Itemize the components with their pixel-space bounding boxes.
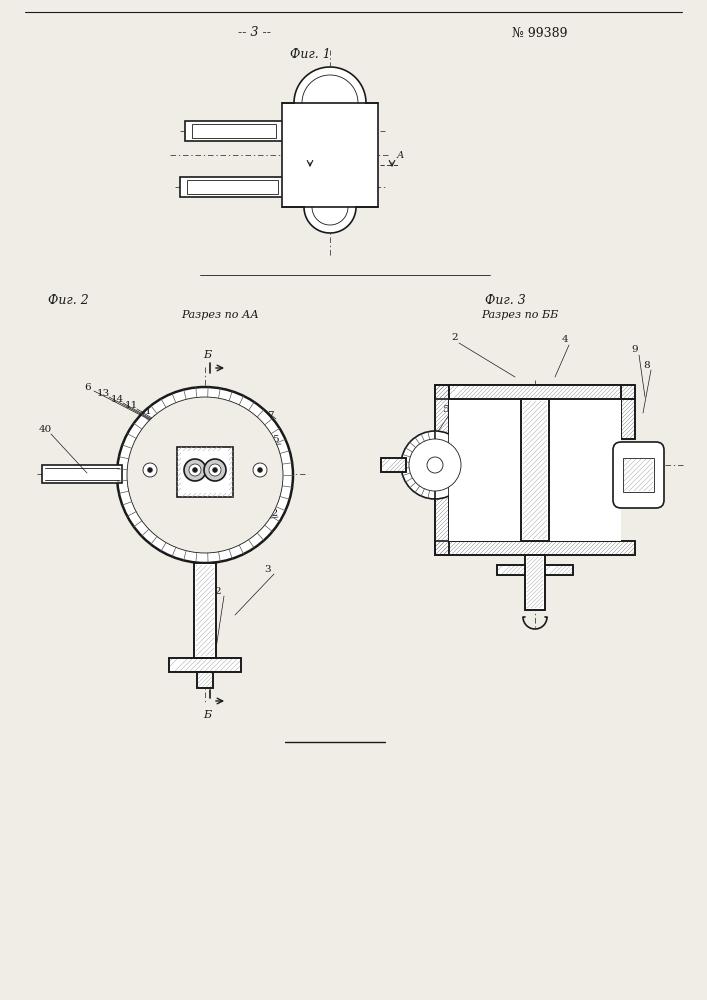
Text: Разрез по ББ: Разрез по ББ — [481, 310, 559, 320]
Bar — [197, 672, 213, 688]
Text: 2: 2 — [452, 334, 458, 342]
Circle shape — [143, 463, 157, 477]
Circle shape — [209, 464, 221, 476]
Polygon shape — [304, 207, 356, 233]
Bar — [449, 399, 621, 541]
Circle shape — [184, 459, 206, 481]
Text: Б: Б — [203, 710, 211, 720]
Bar — [545, 565, 573, 575]
Text: 40: 40 — [38, 426, 52, 434]
Bar — [621, 399, 635, 439]
FancyBboxPatch shape — [613, 442, 664, 508]
Text: № 99389: № 99389 — [513, 26, 568, 39]
Bar — [169, 658, 241, 672]
Circle shape — [127, 397, 283, 553]
Circle shape — [189, 464, 201, 476]
Bar — [545, 565, 573, 575]
Text: 11: 11 — [124, 400, 138, 410]
Circle shape — [409, 439, 461, 491]
Bar — [497, 565, 525, 575]
Circle shape — [253, 463, 267, 477]
Bar — [194, 563, 216, 658]
Text: Разрез по АА: Разрез по АА — [181, 310, 259, 320]
Circle shape — [192, 468, 197, 473]
Circle shape — [204, 459, 226, 481]
Text: 8: 8 — [643, 360, 650, 369]
Bar — [192, 124, 276, 138]
Bar — [435, 385, 635, 399]
Bar — [282, 103, 378, 207]
Text: 4: 4 — [561, 336, 568, 344]
Polygon shape — [294, 67, 366, 103]
Bar — [435, 541, 635, 555]
Text: А: А — [298, 151, 305, 160]
Circle shape — [257, 468, 262, 473]
Text: 12: 12 — [265, 508, 279, 518]
Text: 9: 9 — [442, 448, 448, 456]
Text: Фиг. 2: Фиг. 2 — [47, 294, 88, 306]
Bar — [435, 541, 635, 555]
Bar — [42, 465, 122, 483]
Text: Фиг. 3: Фиг. 3 — [484, 294, 525, 306]
Bar — [435, 385, 449, 555]
Bar — [181, 451, 229, 493]
Text: А: А — [397, 151, 404, 160]
Circle shape — [427, 457, 443, 473]
Bar — [525, 555, 545, 610]
Text: 5: 5 — [442, 406, 448, 414]
Text: 9: 9 — [631, 346, 638, 355]
Bar — [525, 555, 545, 610]
Text: 7: 7 — [267, 410, 274, 420]
Circle shape — [148, 468, 153, 473]
Text: 6: 6 — [625, 484, 631, 492]
Text: 2: 2 — [215, 587, 221, 596]
Bar — [381, 458, 406, 472]
Bar — [194, 563, 216, 658]
Text: 5: 5 — [271, 436, 279, 444]
Bar — [435, 385, 635, 399]
Circle shape — [213, 468, 218, 473]
Bar — [197, 672, 213, 688]
Text: 6: 6 — [85, 382, 91, 391]
Bar — [169, 658, 241, 672]
Bar — [185, 121, 283, 141]
Bar — [180, 177, 285, 197]
Text: 1: 1 — [145, 406, 151, 416]
Text: Фиг. 1: Фиг. 1 — [290, 48, 330, 62]
Text: 3: 3 — [264, 566, 271, 574]
Text: 13: 13 — [96, 388, 110, 397]
Bar — [521, 399, 549, 541]
Text: Б: Б — [203, 350, 211, 360]
Circle shape — [401, 431, 469, 499]
Circle shape — [117, 387, 293, 563]
Bar — [449, 385, 621, 399]
Bar — [177, 447, 233, 497]
Text: 14: 14 — [110, 394, 124, 403]
Bar — [435, 385, 449, 555]
Bar — [621, 399, 635, 439]
Bar — [497, 565, 525, 575]
Bar — [449, 385, 621, 399]
Bar — [381, 458, 406, 472]
Bar — [521, 399, 549, 541]
Bar — [187, 180, 278, 194]
Bar — [623, 458, 654, 492]
Text: -- 3 --: -- 3 -- — [238, 26, 271, 39]
